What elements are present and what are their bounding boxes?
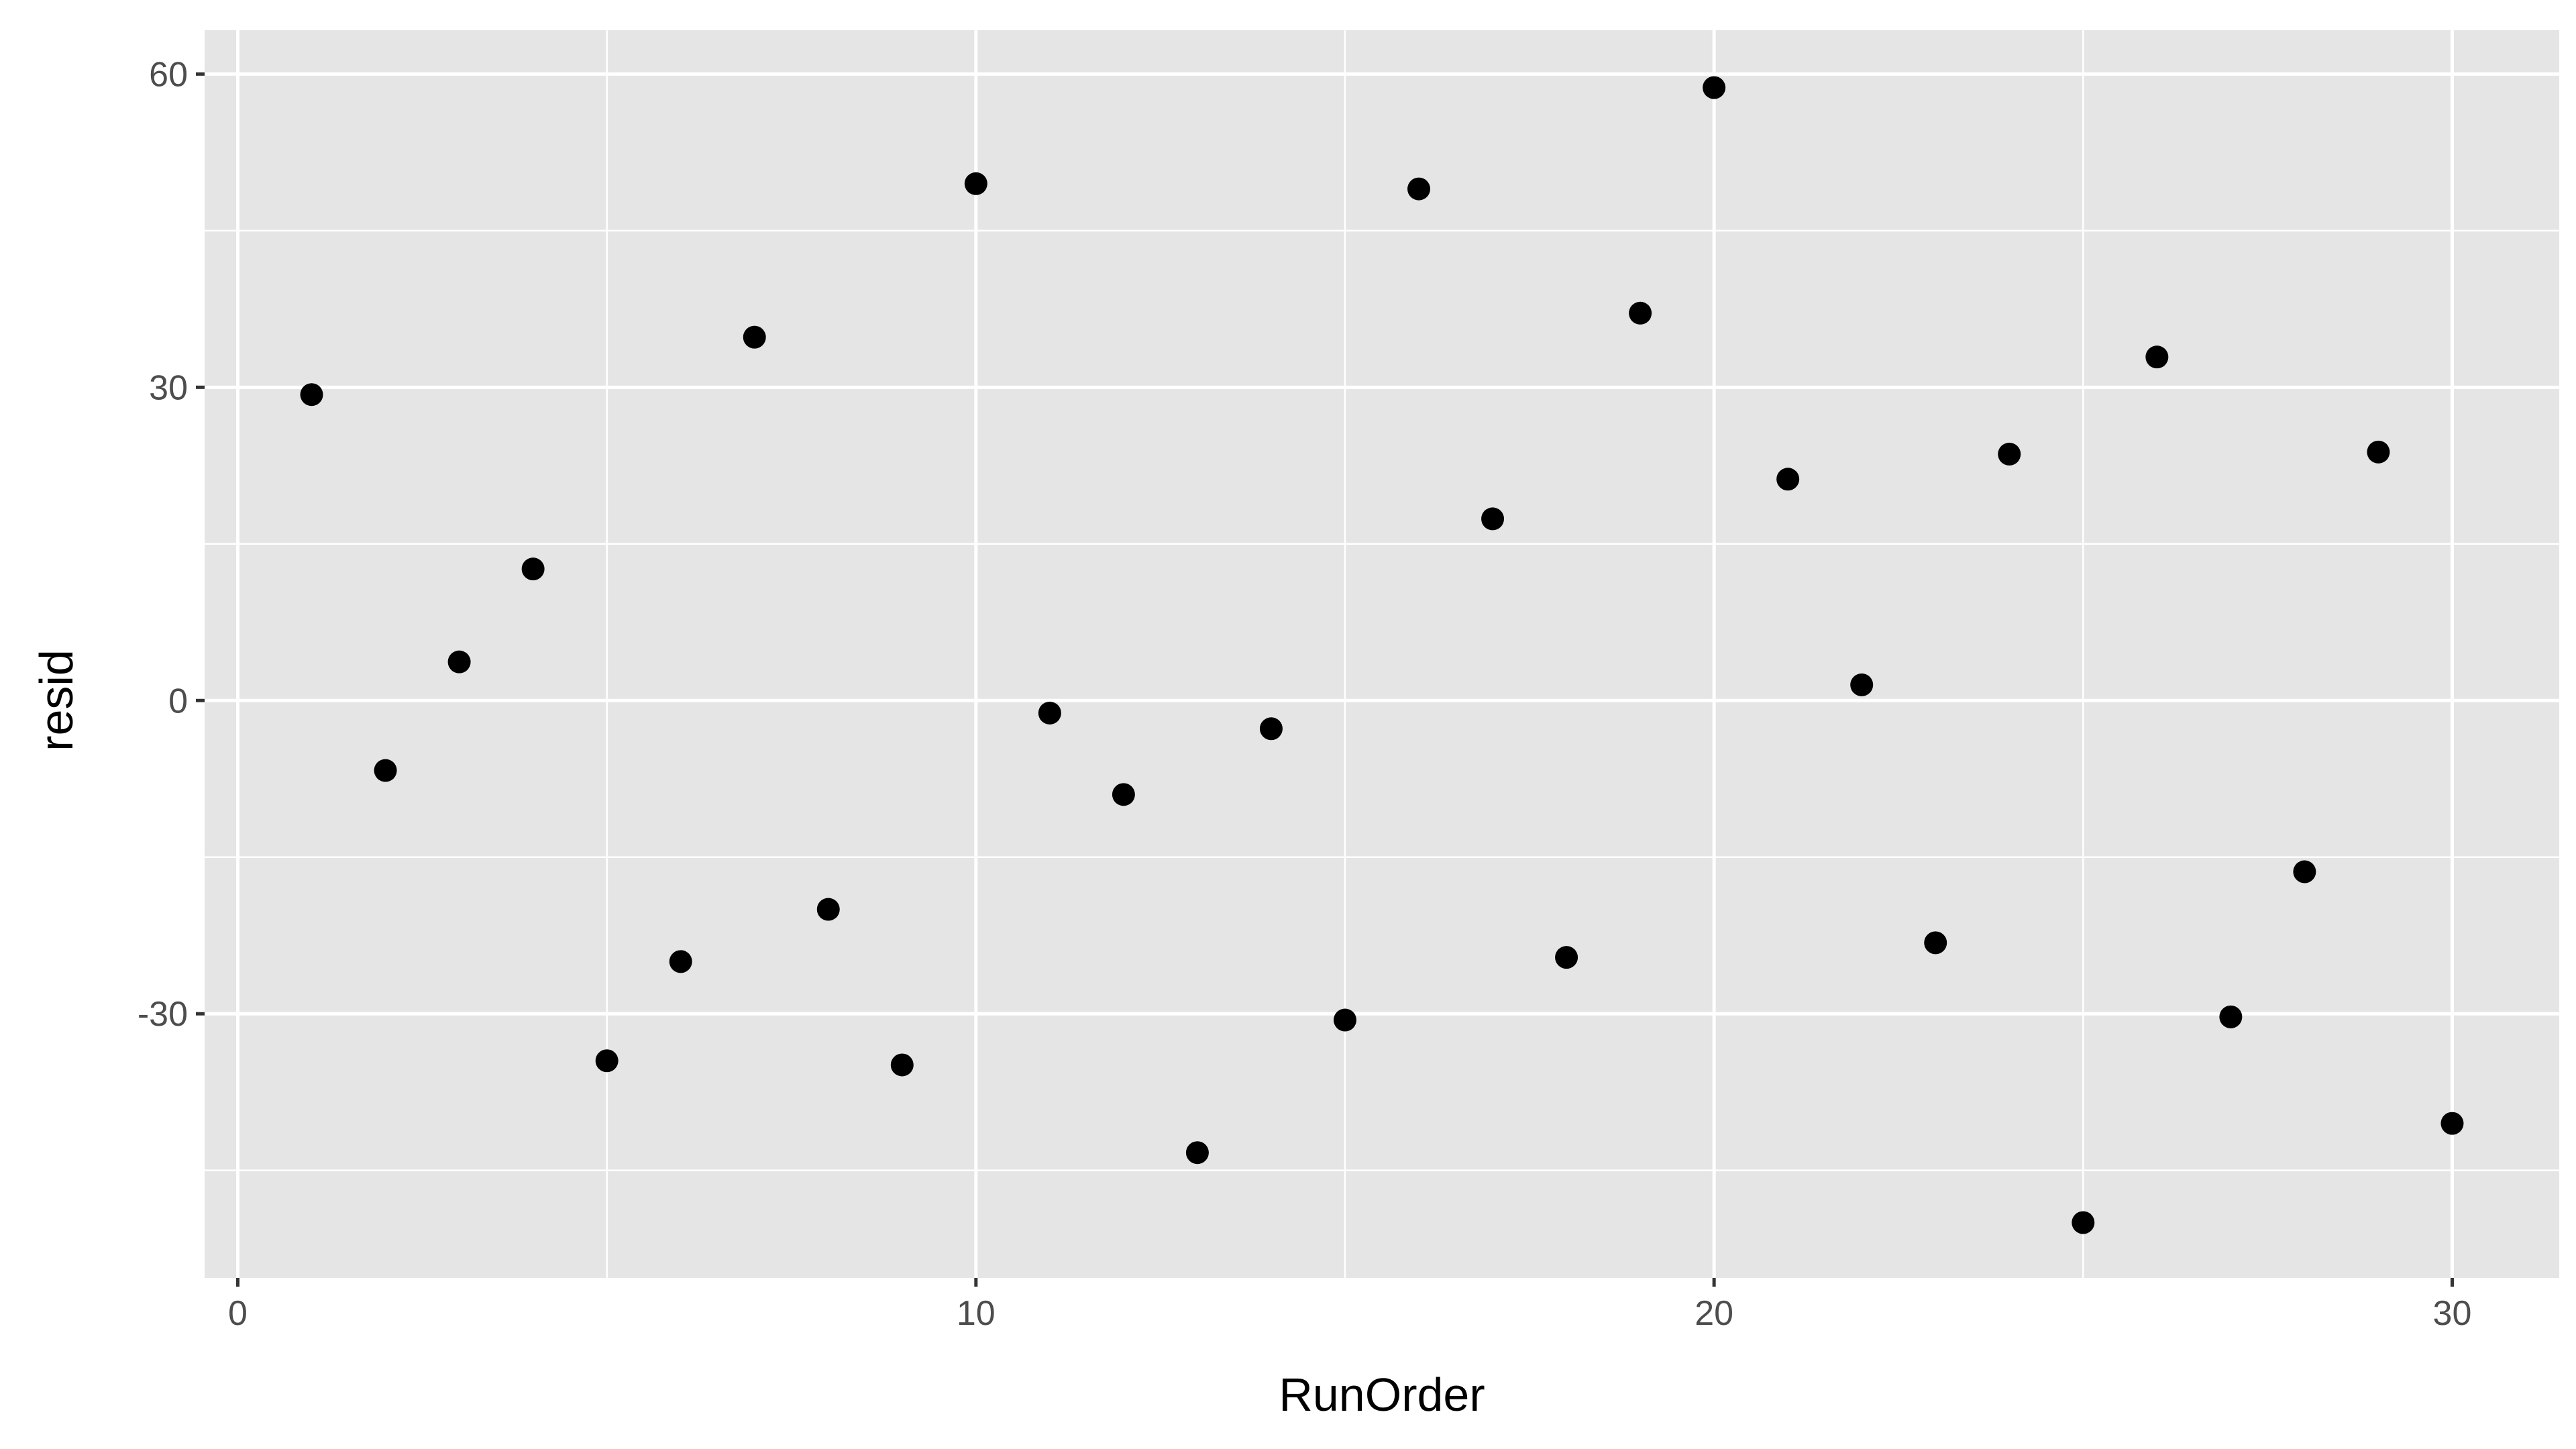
data-point [1776, 468, 1800, 491]
data-point [1703, 76, 1726, 99]
data-point [2293, 860, 2316, 883]
data-point [964, 172, 987, 195]
data-point [1629, 301, 1652, 325]
y-tick-label: 30 [149, 368, 188, 407]
data-point [669, 950, 692, 973]
data-point [1924, 931, 1947, 955]
data-point [890, 1053, 914, 1077]
data-point [2440, 1112, 2464, 1135]
data-point [521, 557, 545, 581]
data-point [816, 898, 840, 921]
data-point [447, 650, 471, 674]
data-points [300, 76, 2464, 1234]
x-tick-label: 0 [228, 1294, 248, 1333]
data-point [300, 383, 323, 407]
data-point [2219, 1005, 2243, 1028]
data-point [1333, 1008, 1356, 1032]
x-tick-label: 20 [1695, 1294, 1733, 1333]
data-point [2072, 1211, 2095, 1234]
y-tick-label: -30 [138, 995, 188, 1034]
data-point [1555, 946, 1578, 969]
x-tick-label: 30 [2433, 1294, 2472, 1333]
data-point [374, 759, 397, 782]
plot-panel [205, 30, 2559, 1278]
data-point [1481, 507, 1505, 531]
y-tick-label: 0 [168, 682, 188, 720]
data-point [743, 325, 766, 349]
y-axis-title: resid [30, 649, 83, 751]
data-point [1850, 673, 1874, 696]
x-axis-title: RunOrder [1279, 1368, 1485, 1421]
y-tick-label: 60 [149, 55, 188, 94]
data-point [1038, 701, 1061, 724]
axis-tick-labels: 0 10 20 30 -30 0 30 60 [138, 55, 2472, 1333]
axis-ticks [196, 72, 2454, 1287]
data-point [2145, 345, 2169, 369]
data-point [1407, 177, 1431, 201]
data-point [1259, 717, 1283, 741]
data-point [1998, 442, 2021, 466]
data-point [1185, 1141, 1209, 1165]
data-point [2367, 440, 2390, 464]
minor-gridlines [205, 30, 2559, 1278]
major-gridlines [205, 30, 2559, 1278]
x-tick-label: 10 [957, 1294, 996, 1333]
data-point [595, 1049, 619, 1073]
data-point [1112, 783, 1135, 806]
